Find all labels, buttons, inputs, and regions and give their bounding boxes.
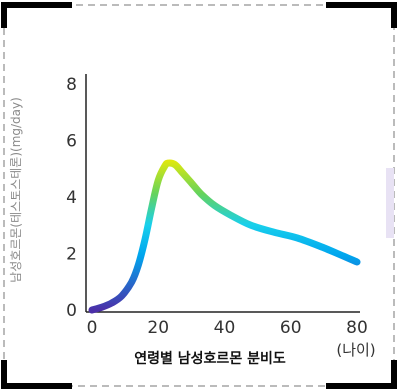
x-tick-label: 60 — [280, 318, 302, 338]
x-tick-label: 80 — [346, 318, 368, 338]
y-tick-labels: 0 2 4 6 8 — [66, 75, 77, 321]
corner-bottom-right — [326, 360, 397, 389]
testosterone-line — [88, 159, 361, 314]
y-axis-label: 남성호르몬(테스토스테론)(mg/day) — [9, 97, 23, 283]
y-tick-label: 2 — [66, 245, 77, 265]
y-tick-label: 0 — [66, 301, 77, 321]
x-tick-label: 0 — [87, 318, 98, 338]
y-tick-label: 4 — [66, 188, 77, 208]
y-tick-label: 6 — [66, 132, 77, 152]
side-tab — [386, 168, 394, 238]
x-tick-label: 20 — [147, 318, 169, 338]
corner-bottom-left — [1, 360, 72, 389]
corner-top-right — [326, 2, 397, 28]
x-axis-unit: (나이) — [336, 341, 375, 359]
x-axis-label: 연령별 남성호르몬 분비도 — [134, 350, 286, 367]
corner-top-left — [1, 2, 72, 28]
x-tick-label: 40 — [214, 318, 236, 338]
x-tick-labels: 0 20 40 60 80 — [87, 318, 368, 338]
y-tick-label: 8 — [66, 75, 77, 95]
